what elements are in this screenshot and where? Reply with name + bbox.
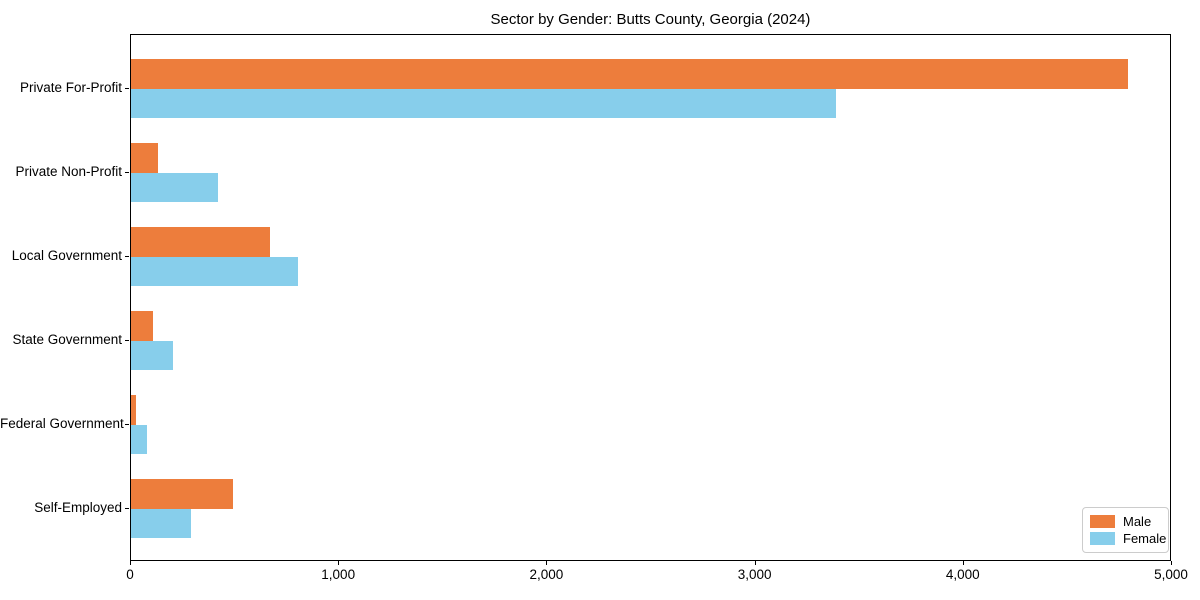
x-tick-mark: [1171, 561, 1172, 565]
x-tick-mark: [754, 561, 756, 565]
legend-item-female: Female: [1090, 531, 1166, 546]
y-tick-mark: [125, 507, 129, 509]
y-tick-label-private-non-profit: Private Non-Profit: [15, 163, 122, 179]
x-tick-mark: [338, 561, 340, 565]
legend-swatch-female: [1090, 532, 1115, 545]
x-tick-label-3000: 3,000: [737, 567, 772, 582]
y-tick-label-federal-government: Federal Government: [0, 415, 124, 431]
y-tick-mark: [125, 339, 129, 341]
y-tick-mark: [125, 255, 129, 257]
y-tick-label-self-employed: Self-Employed: [34, 499, 122, 515]
bar-male-state-government: [131, 311, 153, 341]
y-tick-mark: [125, 423, 129, 425]
x-tick-mark: [962, 561, 964, 565]
legend-label-male: Male: [1123, 514, 1152, 529]
y-tick-mark: [125, 87, 129, 89]
bar-female-private-for-profit: [131, 88, 836, 118]
chart-title: Sector by Gender: Butts County, Georgia …: [490, 11, 811, 28]
bar-male-federal-government: [131, 395, 137, 425]
x-tick-label-5000: 5,000: [1154, 567, 1188, 582]
x-tick-mark: [130, 561, 131, 565]
bar-male-private-non-profit: [131, 143, 159, 173]
legend-item-male: Male: [1090, 514, 1161, 529]
x-tick-mark: [546, 561, 548, 565]
x-tick-label-1000: 1,000: [321, 567, 356, 582]
bar-male-local-government: [131, 227, 271, 257]
legend: Male Female: [1082, 507, 1169, 553]
bar-female-state-government: [131, 340, 173, 370]
y-tick-mark: [125, 171, 129, 173]
y-tick-label-private-for-profit: Private For-Profit: [19, 79, 122, 95]
bar-female-private-non-profit: [131, 172, 219, 202]
y-tick-label-state-government: State Government: [12, 331, 122, 347]
legend-label-female: Female: [1123, 531, 1167, 546]
x-tick-label-2000: 2,000: [529, 567, 564, 582]
plot-area: [130, 34, 1171, 561]
y-tick-label-local-government: Local Government: [11, 247, 122, 263]
bar-male-self-employed: [131, 479, 234, 509]
bar-female-self-employed: [131, 508, 192, 538]
x-tick-label-0: 0: [126, 567, 134, 582]
legend-swatch-male: [1090, 515, 1115, 528]
bar-male-private-for-profit: [131, 59, 1129, 89]
bar-female-federal-government: [131, 424, 147, 454]
x-tick-label-4000: 4,000: [945, 567, 980, 582]
bar-female-local-government: [131, 256, 298, 286]
